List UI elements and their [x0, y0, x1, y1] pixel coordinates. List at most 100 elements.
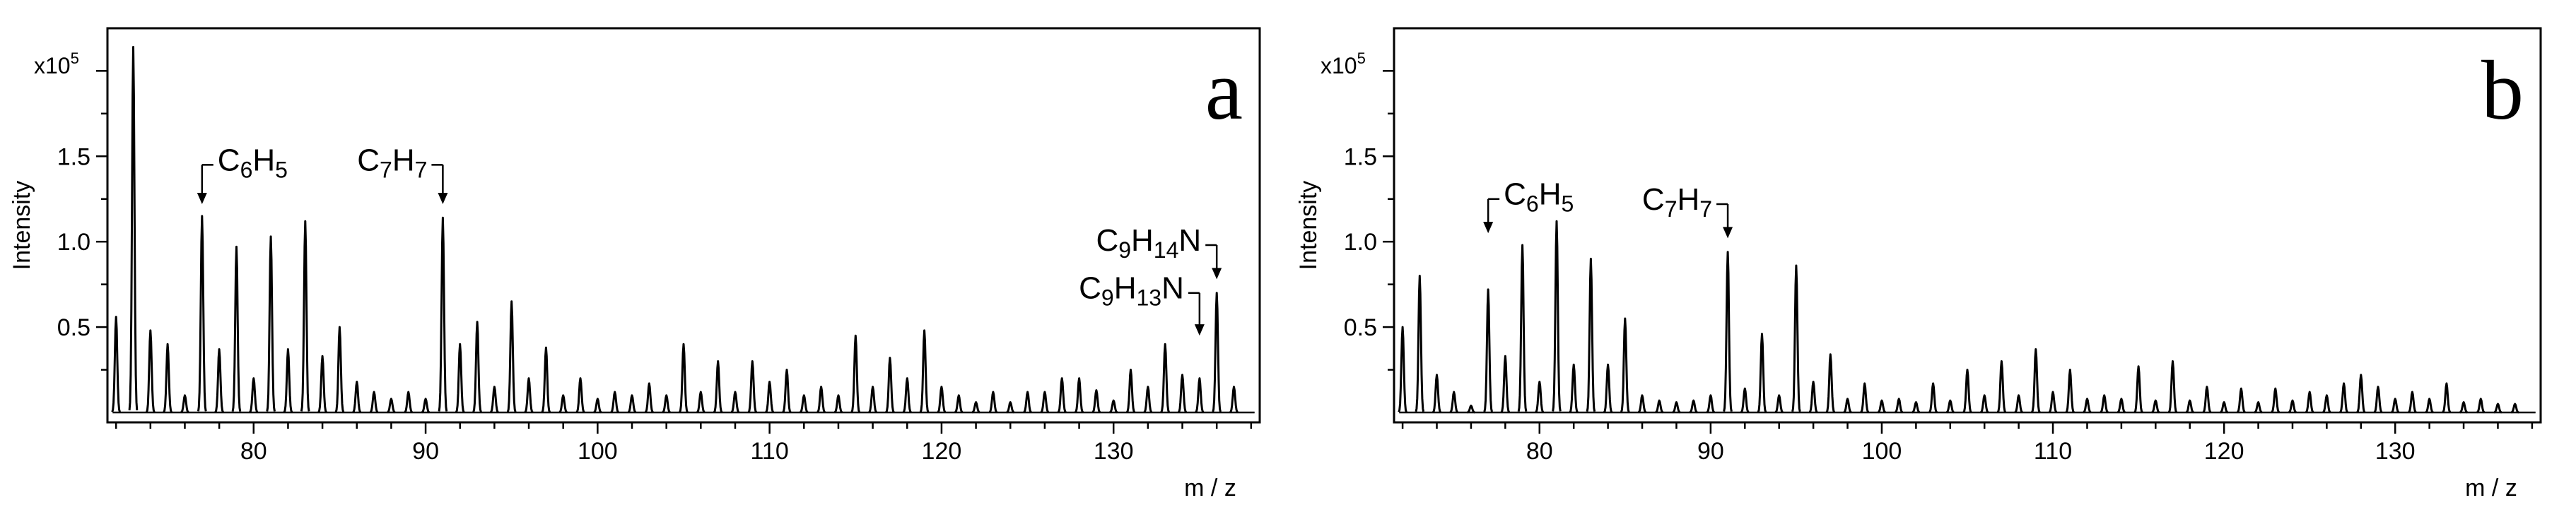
peak-annotation: C9H14N: [1096, 223, 1222, 280]
y-scale-label: x105: [34, 49, 79, 78]
spectrum-peak: [627, 394, 637, 414]
spectrum-peak: [2459, 401, 2468, 414]
spectrum-peak: [971, 401, 980, 414]
spectrum-peak: [197, 215, 207, 412]
x-tick-label: 80: [240, 438, 267, 465]
peak-annotation: C7H7: [1642, 182, 1733, 239]
spectrum-peak: [490, 386, 499, 413]
spectrum-peak: [833, 394, 843, 414]
annotation-mid: H: [392, 143, 415, 177]
spectrum-peak: [610, 391, 619, 414]
annotation-arrow-head: [1723, 227, 1733, 239]
x-tick-label: 130: [1094, 438, 1134, 465]
spectrum-peak: [266, 235, 276, 412]
spectrum-peak: [1672, 401, 1681, 414]
x-tick-label: 120: [2204, 438, 2244, 465]
spectrum-peak: [1723, 251, 1733, 412]
spectrum-peak: [2133, 365, 2143, 413]
spectrum-peak: [1706, 394, 1716, 414]
spectrum-peak: [352, 381, 362, 413]
spectrum-peak: [128, 46, 139, 411]
y-scale-exponent: 5: [1357, 49, 1366, 67]
spectrum-peak: [2322, 394, 2331, 414]
spectrum-peak: [2117, 398, 2126, 414]
peak-annotation: C9H13N: [1079, 271, 1205, 336]
spectrum-peak: [1740, 387, 1750, 413]
spectrum-peak: [575, 377, 585, 413]
spectrum-peak: [850, 334, 861, 412]
spectrum-peak: [506, 300, 517, 412]
spectrum-peak: [937, 386, 947, 413]
spectrum-peak: [1535, 381, 1545, 413]
spectrum-peaks: [111, 46, 1239, 414]
x-axis-ticks: [1401, 422, 2534, 434]
spectrum-peak: [2288, 399, 2297, 414]
spectrum-peak: [1808, 381, 1818, 413]
spectrum-peak: [902, 377, 912, 413]
spectrum-peak: [2373, 386, 2383, 413]
spectrum-peak: [1911, 401, 1921, 414]
annotation-sub1: 9: [1101, 285, 1114, 311]
spectrum-peak: [1689, 399, 1698, 414]
spectrum-peak: [1996, 360, 2007, 413]
y-axis-label: Intensity: [1295, 181, 1322, 271]
spectrum-peak: [2271, 387, 2281, 413]
annotation-arrow-head: [438, 192, 448, 204]
spectrum-peak: [163, 343, 172, 412]
x-axis-label: m / z: [1184, 475, 1236, 501]
annotation-base: C: [1079, 271, 1101, 306]
y-tick-label: 1.5: [57, 143, 90, 170]
spectrum-peak: [885, 357, 895, 413]
spectrum-peak: [919, 329, 930, 412]
annotation-sub1: 7: [380, 157, 392, 182]
spectrum-peak: [146, 329, 156, 412]
y-scale-label: x105: [1321, 49, 1366, 78]
spectrum-peak: [558, 394, 568, 414]
spectrum-peak: [747, 360, 758, 413]
y-scale-exponent: 5: [71, 49, 79, 67]
panel-letter: a: [1205, 43, 1243, 137]
spectrum-peak: [472, 321, 482, 412]
y-tick-label: 0.5: [57, 314, 90, 341]
spectrum-peak: [455, 343, 465, 412]
annotation-sub1: 6: [240, 157, 253, 182]
spectrum-panel-a: 80 90 100 110 120 1300.51.01.5x105Intensitym …: [8, 27, 1261, 501]
y-axis-label: Intensity: [8, 181, 35, 271]
spectrum-peak: [1603, 363, 1613, 413]
spectrum-peak: [954, 394, 964, 414]
spectrum-peak: [1449, 391, 1458, 414]
panel-letter: b: [2481, 43, 2524, 137]
spectrum-peak: [421, 398, 431, 414]
spectrum-peak: [662, 394, 671, 414]
x-tick-label: 110: [751, 438, 789, 465]
spectrum-peak: [1212, 292, 1222, 412]
annotation-tail: N: [1178, 223, 1201, 258]
spectrum-peak: [2254, 401, 2263, 414]
x-axis-ticks: [115, 422, 1253, 434]
spectrum-peak: [679, 343, 689, 412]
spectrum-peak: [1023, 391, 1032, 414]
spectrum-peak: [2425, 398, 2434, 414]
spectrum-peak: [1860, 382, 1870, 413]
spectrum-peak: [1877, 399, 1886, 414]
peak-annotation: C6H5: [197, 143, 288, 204]
spectrum-peak: [2065, 369, 2075, 413]
spectrum-peak: [231, 245, 242, 412]
spectrum-peak: [1552, 220, 1562, 412]
spectrum-peak: [2185, 399, 2194, 414]
annotation-label: C6H5: [1504, 177, 1574, 217]
plot-frame: [106, 27, 1261, 424]
spectrum-peak: [2014, 394, 2023, 414]
annotation-label: C7H7: [1642, 182, 1712, 222]
spectrum-peak: [1517, 244, 1528, 412]
spectrum-peak: [1091, 389, 1101, 413]
annotation-base: C: [1096, 223, 1118, 258]
x-tick-label: 100: [578, 438, 618, 465]
y-tick-label: 1.0: [1344, 229, 1377, 256]
spectrum-peak: [1415, 275, 1425, 412]
spectrum-peak: [2100, 394, 2109, 414]
spectrum-peak: [1483, 288, 1493, 412]
annotation-base: C: [218, 143, 240, 177]
spectrum-peak: [1962, 369, 1972, 413]
spectrum-peak: [1586, 257, 1596, 412]
